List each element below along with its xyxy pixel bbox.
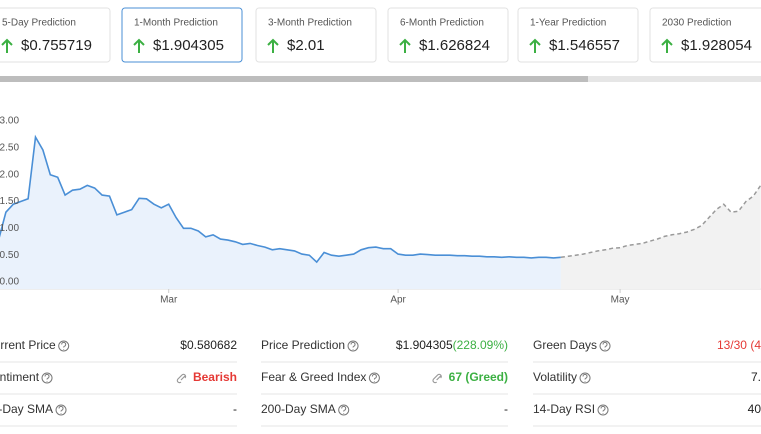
stat-value-text: 13/30 (4 (717, 338, 761, 352)
link-icon (432, 373, 442, 384)
y-tick-label: $2.00 (0, 169, 19, 180)
help-icon[interactable] (58, 340, 70, 352)
help-circle (347, 340, 359, 352)
y-tick-label: $2.50 (0, 142, 19, 153)
prediction-card[interactable] (0, 7, 111, 63)
stat-value-text: $0.580682 (180, 338, 237, 352)
help-glyph (58, 405, 64, 414)
stat-value-text: 7. (751, 370, 761, 384)
help-icon[interactable] (368, 372, 380, 384)
stat-value: $1.904305(228.09%) (396, 338, 508, 352)
help-circle (41, 372, 53, 384)
stat-value: 67 (Greed) (449, 370, 508, 384)
help-circle (55, 404, 67, 416)
card-label: 1-Year Prediction (530, 18, 606, 29)
stat-value: Bearish (193, 370, 237, 384)
card-label: 5-Day Prediction (2, 18, 76, 29)
help-glyph (600, 405, 606, 414)
stat-value: $0.580682 (180, 338, 237, 352)
stat-label: 14-Day RSI (533, 402, 595, 416)
x-tick-label: May (611, 295, 630, 306)
x-tick-label: Mar (160, 295, 178, 306)
help-glyph (371, 373, 377, 382)
stat-change: (228.09%) (453, 338, 508, 352)
stat-value-text: - (233, 402, 237, 416)
card-value: $0.755719 (21, 37, 92, 54)
help-circle (597, 404, 609, 416)
card-value: $1.928054 (681, 37, 752, 54)
stat-value-text: 67 (Greed) (449, 370, 508, 384)
help-circle (338, 404, 350, 416)
prediction-card[interactable] (387, 7, 509, 63)
help-circle (579, 372, 591, 384)
up-arrow (133, 38, 145, 53)
help-glyph (602, 341, 608, 350)
stat-label: Volatility (533, 370, 577, 384)
stat-label: 50-Day SMA (0, 402, 53, 416)
up-arrow (1, 38, 13, 53)
stat-value: - (233, 402, 237, 416)
stat-label: Fear & Greed Index (261, 370, 366, 384)
help-icon[interactable] (55, 404, 67, 416)
help-circle (599, 340, 611, 352)
help-glyph (44, 373, 50, 382)
card-label: 1-Month Prediction (134, 18, 218, 29)
x-tick-label: Apr (390, 295, 406, 306)
up-arrow (267, 38, 279, 53)
help-glyph (61, 341, 67, 350)
card-label: 6-Month Prediction (400, 18, 484, 29)
area (560, 185, 761, 289)
help-icon[interactable] (579, 372, 591, 384)
stat-value: - (504, 402, 508, 416)
prediction-card[interactable] (255, 7, 377, 63)
prediction-card[interactable] (517, 7, 639, 63)
scroll-thumb[interactable] (0, 76, 588, 82)
y-tick-label: $0.50 (0, 250, 19, 261)
stat-value-text: Bearish (193, 370, 237, 384)
help-circle (58, 340, 70, 352)
card-value: $1.626824 (419, 37, 490, 54)
y-tick-label: $1.00 (0, 223, 19, 234)
card-value: $1.904305 (153, 37, 224, 54)
stat-label: 200-Day SMA (261, 402, 336, 416)
card-value: $2.01 (287, 37, 325, 54)
stat-label: Current Price (0, 338, 56, 352)
stat-value: 13/30 (4 (717, 338, 761, 352)
line (0, 134, 561, 264)
prediction-card[interactable] (649, 7, 761, 63)
stat-value-text: - (504, 402, 508, 416)
card-label: 2030 Prediction (662, 18, 732, 29)
help-icon[interactable] (41, 372, 53, 384)
help-icon[interactable] (599, 340, 611, 352)
y-tick-label: $1.50 (0, 196, 19, 207)
help-icon[interactable] (597, 404, 609, 416)
stat-value-text: 40 (748, 402, 761, 416)
prediction-card[interactable] (121, 7, 243, 63)
stat-label: Sentiment (0, 370, 40, 384)
stat-label: Green Days (533, 338, 597, 352)
y-tick-label: $3.00 (0, 116, 19, 127)
stat-label: Price Prediction (261, 338, 345, 352)
up-arrow (399, 38, 411, 53)
help-glyph (582, 373, 588, 382)
help-icon[interactable] (338, 404, 350, 416)
card-value: $1.546557 (549, 37, 620, 54)
area (0, 137, 561, 289)
up-arrow (661, 38, 673, 53)
stat-value-text: $1.904305 (396, 338, 453, 352)
up-arrow (529, 38, 541, 53)
y-tick-label: $0.00 (0, 277, 19, 288)
stat-value: 40 (748, 402, 761, 416)
link-icon (176, 373, 187, 384)
help-glyph (341, 405, 347, 414)
help-icon[interactable] (347, 340, 359, 352)
stat-value: 7. (751, 370, 761, 384)
card-label: 3-Month Prediction (268, 18, 352, 29)
help-glyph (350, 341, 356, 350)
help-circle (368, 372, 380, 384)
